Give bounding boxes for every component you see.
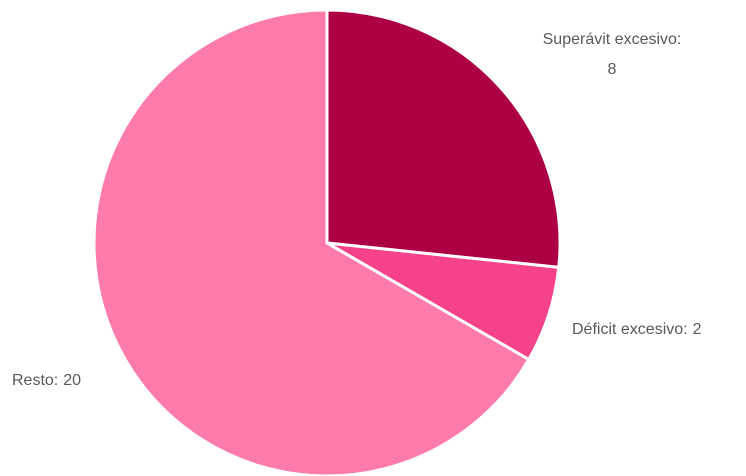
slice-value: 2 [693, 321, 702, 338]
slice-value: 20 [63, 372, 81, 389]
slice-label: Superávit excesivo: [543, 31, 682, 48]
slice-label-group: Resto: 20 [12, 372, 81, 389]
pie-slice [92, 8, 531, 476]
pie-slice [325, 8, 562, 269]
slice-label: Resto: [12, 372, 58, 389]
slice-label: Déficit excesivo: [572, 321, 688, 338]
slice-value: 8 [608, 61, 617, 78]
slice-label-group: Déficit excesivo: 2 [572, 321, 702, 338]
